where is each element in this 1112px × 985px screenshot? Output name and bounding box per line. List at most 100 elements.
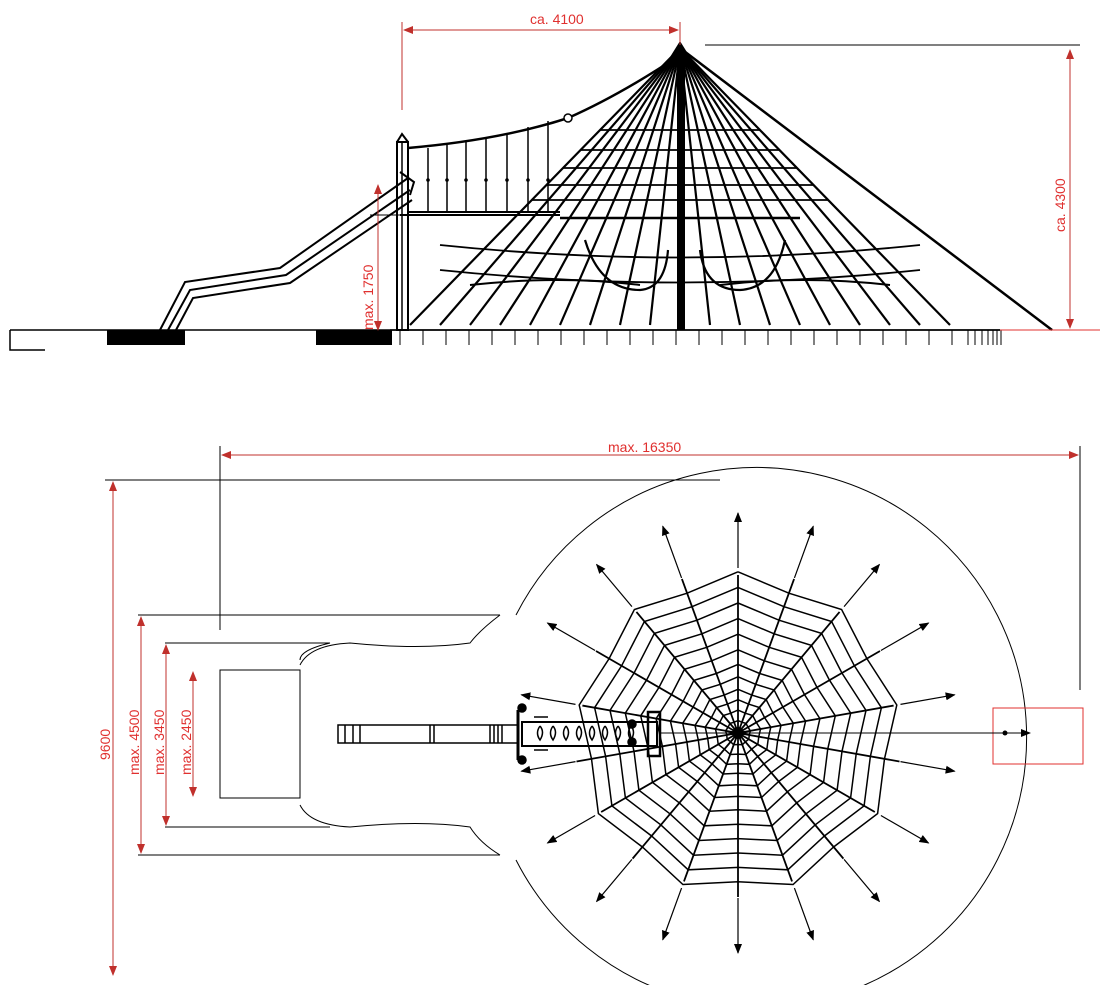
dim-label-platform: max. 1750 <box>360 264 376 330</box>
net-radial <box>737 732 900 763</box>
bridge-knot <box>627 719 637 729</box>
bridge-link <box>549 725 557 742</box>
bridge-link <box>562 725 570 742</box>
central-mast <box>677 55 685 330</box>
anchor-rope <box>679 47 1053 331</box>
anchor-rope <box>793 887 814 941</box>
side-dimension-lines <box>374 22 1100 331</box>
net-rope <box>558 47 682 326</box>
rope-bridge <box>407 53 681 213</box>
net-ring <box>724 719 752 746</box>
net-rope <box>678 47 742 326</box>
net-rope <box>499 47 681 326</box>
net-radial <box>635 611 739 734</box>
net-radial <box>683 732 739 882</box>
net-ring <box>439 244 921 259</box>
net-ring <box>719 279 891 286</box>
net-radial <box>631 732 739 860</box>
net-radial <box>582 704 739 734</box>
anchor-rope <box>880 814 930 844</box>
exit-marker <box>1002 729 1031 737</box>
safety-area-outline <box>105 467 1028 985</box>
dim-label-width-inner: max. 2450 <box>178 709 194 775</box>
net-rope <box>679 47 831 326</box>
foundation-block-right <box>316 330 392 345</box>
net-rope <box>439 47 681 326</box>
net-radial <box>737 704 894 734</box>
net-ring <box>624 617 852 842</box>
dim-label-height: ca. 4300 <box>1052 178 1068 232</box>
net-ring <box>639 633 837 827</box>
net-rope <box>469 47 681 326</box>
net-ring <box>694 688 782 775</box>
anchor-rope <box>793 525 814 579</box>
net-bowl <box>698 239 787 292</box>
net-radial <box>600 732 739 813</box>
net-bowl <box>583 239 670 292</box>
bridge-knot <box>484 178 488 182</box>
net-rope <box>529 47 681 326</box>
dim-label-length: max. 16350 <box>608 439 681 455</box>
dim-label-width: ca. 4100 <box>530 11 584 27</box>
net-ring <box>655 649 821 812</box>
ground-ticks <box>399 330 1002 345</box>
anchor-rope <box>900 761 956 774</box>
anchor-rope <box>546 622 596 652</box>
bridge-knot <box>464 178 468 182</box>
net-rope <box>679 47 951 326</box>
bridge-knot <box>526 178 530 182</box>
net-radial <box>737 732 876 813</box>
net-ring <box>609 602 867 856</box>
net-ring <box>681 676 795 787</box>
bridge-link <box>536 725 544 742</box>
bridge-link <box>614 725 622 742</box>
anchor-rope <box>662 887 683 941</box>
plan-view-drawing: max. 16350 9600 max. 4500 max. 3450 max.… <box>97 439 1084 985</box>
net-ring <box>469 279 641 286</box>
net-radial <box>737 732 793 882</box>
bridge-link <box>601 725 609 742</box>
dim-label-width-middle: max. 3450 <box>151 709 167 775</box>
dim-label-width-outer: max. 4500 <box>126 709 142 775</box>
net-rope <box>679 47 891 326</box>
rope-pyramid <box>409 41 1053 331</box>
anchor-rope <box>662 525 683 579</box>
anchor-rope <box>595 563 633 607</box>
plan-dimension-lines <box>109 446 1081 976</box>
net-rope <box>679 47 921 326</box>
slide-exit-zone <box>992 707 1084 765</box>
anchor-rope <box>546 814 596 844</box>
net-ring <box>439 269 921 284</box>
tower-post <box>396 132 560 331</box>
net-rope <box>409 47 681 326</box>
anchor-rope <box>843 563 881 607</box>
dim-label-total-width: 9600 <box>97 729 113 760</box>
rope-net-plan <box>520 512 956 954</box>
net-ring <box>714 709 762 756</box>
anchor-rope <box>520 692 576 705</box>
net-rope <box>678 47 772 326</box>
slide-plan <box>337 703 662 765</box>
side-view-drawing: ca. 4100 ca. 4300 max. 1750 <box>9 11 1100 351</box>
net-rope <box>679 47 861 326</box>
bridge-link <box>588 725 596 742</box>
net-ring <box>593 586 883 871</box>
net-rope <box>588 47 682 326</box>
anchor-rope <box>520 761 576 774</box>
net-radial <box>737 650 881 734</box>
net-ring <box>669 663 807 799</box>
net-radial <box>681 578 739 734</box>
anchor-rope <box>595 859 633 903</box>
bridge-knot <box>445 178 449 182</box>
bridge-knot <box>426 178 430 182</box>
anchor-rope <box>900 692 956 705</box>
anchor-rope <box>843 859 881 903</box>
net-radial <box>595 650 739 734</box>
net-radial <box>737 732 845 860</box>
net-radial <box>737 578 795 734</box>
net-ring <box>578 571 898 886</box>
anchor-rope <box>880 622 930 652</box>
bridge-knot <box>505 178 509 182</box>
bridge-link <box>575 725 583 742</box>
net-ring <box>704 699 772 766</box>
